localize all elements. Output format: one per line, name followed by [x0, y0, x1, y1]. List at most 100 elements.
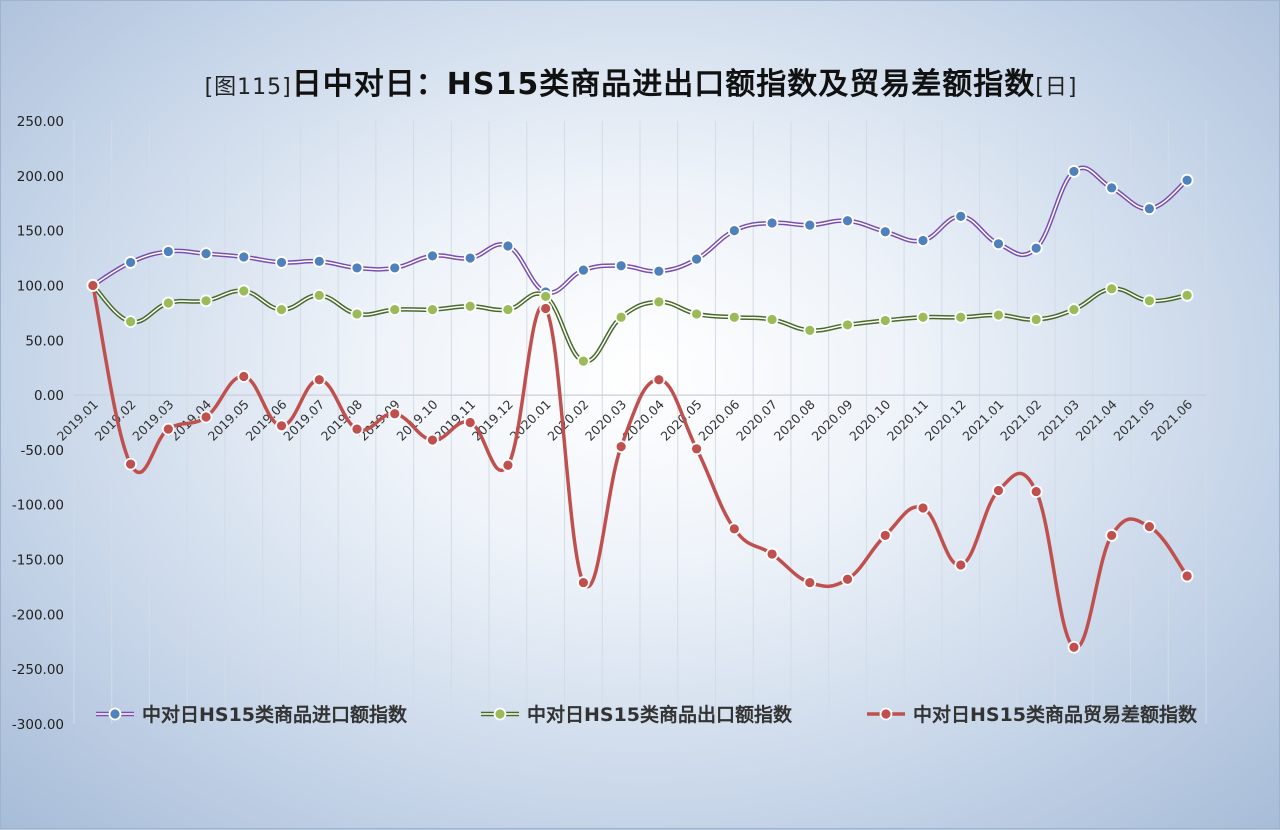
data-point — [312, 373, 326, 387]
data-point — [1067, 165, 1081, 178]
data-point — [577, 263, 590, 277]
data-point — [199, 247, 213, 261]
data-point — [916, 310, 930, 324]
data-point — [803, 324, 817, 337]
data-point — [1029, 241, 1043, 255]
data-point — [124, 315, 138, 329]
data-point — [1143, 520, 1156, 534]
data-point — [1143, 202, 1156, 216]
data-point — [954, 558, 968, 572]
data-point — [765, 216, 779, 230]
data-point — [275, 256, 288, 269]
data-point — [614, 310, 628, 324]
legend-label: 中对日HS15类商品进口额指数 — [142, 703, 408, 726]
data-point — [350, 261, 364, 275]
data-point — [652, 373, 666, 387]
chart-title-prefix: [图115] — [204, 75, 292, 100]
data-point — [954, 209, 968, 223]
data-point — [841, 214, 854, 228]
data-point — [275, 419, 288, 433]
data-point — [161, 422, 175, 436]
data-point — [388, 407, 402, 421]
y-tick-label: -200.00 — [12, 607, 64, 623]
data-point — [992, 484, 1005, 497]
data-point — [199, 410, 213, 424]
data-point — [86, 279, 100, 292]
data-point — [1143, 294, 1156, 308]
data-point — [1180, 288, 1194, 302]
import-index-series — [86, 165, 1194, 299]
chart-title-main: 日中对日：HS15类商品进出口额指数及贸易差额指数 — [291, 67, 1036, 102]
data-point — [878, 314, 892, 327]
data-point — [312, 254, 326, 268]
legend-marker — [493, 707, 507, 721]
data-point — [690, 252, 703, 266]
data-point — [350, 422, 364, 436]
data-point — [765, 547, 779, 561]
legend-item: 中对日HS15类商品贸易差额指数 — [867, 703, 1198, 726]
trade-balance-index-series — [86, 279, 1194, 654]
data-point — [841, 572, 854, 586]
data-point — [916, 234, 930, 247]
y-tick-label: -300.00 — [12, 717, 64, 733]
data-point — [614, 440, 628, 454]
data-point — [237, 370, 251, 383]
data-point — [1180, 173, 1194, 187]
y-tick-label: -50.00 — [20, 443, 64, 459]
data-point — [577, 576, 590, 589]
legend-marker — [108, 707, 122, 721]
data-point — [652, 295, 666, 309]
data-point — [803, 576, 817, 589]
y-tick-label: 250.00 — [17, 114, 64, 130]
data-point — [501, 239, 515, 253]
chart-title-suffix: [日] — [1035, 75, 1078, 100]
y-tick-label: 200.00 — [17, 169, 64, 185]
y-axis: 250.00 200.00 150.00 100.00 50.00 0.00 -50.00 -… — [12, 114, 64, 733]
data-point — [1029, 313, 1043, 326]
data-point — [312, 288, 326, 302]
data-point — [426, 433, 439, 447]
legend-item: 中对日HS15类商品进口额指数 — [96, 703, 408, 726]
y-tick-label: 100.00 — [17, 278, 64, 294]
data-point — [539, 290, 553, 303]
data-point — [275, 303, 288, 316]
data-point — [1105, 282, 1119, 296]
y-tick-label: 50.00 — [25, 333, 64, 349]
data-point — [1105, 181, 1119, 195]
export-index-series — [86, 279, 1194, 368]
data-point — [1067, 640, 1081, 654]
data-point — [577, 354, 590, 368]
data-point — [727, 522, 741, 536]
legend-item: 中对日HS15类商品出口额指数 — [481, 703, 793, 726]
data-point — [765, 313, 779, 326]
data-point — [426, 249, 439, 263]
data-point — [124, 457, 138, 471]
data-point — [1067, 303, 1081, 316]
data-point — [954, 310, 968, 324]
data-point — [426, 303, 439, 316]
data-point — [539, 302, 553, 315]
x-tick-label: 2021.06 — [1148, 397, 1195, 444]
data-point — [1029, 485, 1043, 498]
data-point — [992, 308, 1005, 322]
data-point — [161, 245, 175, 258]
data-point — [463, 299, 477, 313]
series-line — [91, 285, 1189, 650]
data-point — [878, 225, 892, 239]
y-tick-label: -150.00 — [12, 553, 64, 569]
data-point — [1180, 569, 1194, 583]
data-point — [463, 416, 477, 429]
data-point — [727, 310, 741, 324]
data-point — [992, 237, 1005, 251]
y-tick-label: -100.00 — [12, 498, 64, 514]
data-point — [463, 251, 477, 265]
data-point — [841, 318, 854, 332]
legend-label: 中对日HS15类商品出口额指数 — [527, 703, 793, 726]
data-point — [614, 259, 628, 273]
data-point — [237, 250, 251, 264]
data-point — [161, 296, 175, 310]
data-point — [388, 261, 402, 275]
data-point — [878, 529, 892, 542]
data-point — [690, 307, 703, 321]
